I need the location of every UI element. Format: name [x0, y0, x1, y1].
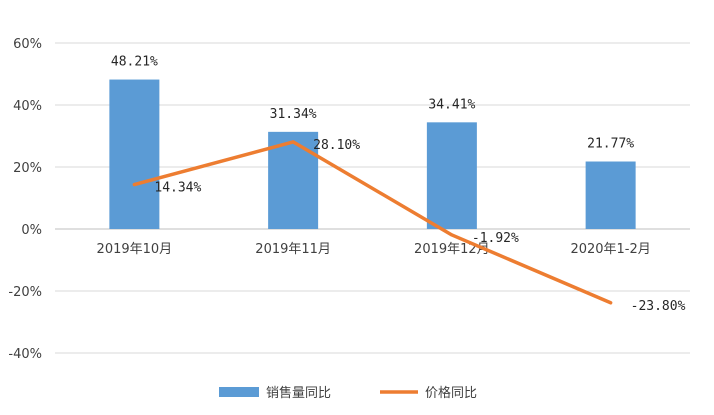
price-line	[132, 140, 613, 305]
x-tick-label: 2020年1-2月	[570, 242, 650, 257]
y-tick-label: -20%	[8, 285, 42, 300]
line-series	[132, 140, 613, 305]
line-value-label: -23.80%	[631, 299, 686, 314]
bar-value-label: 21.77%	[587, 137, 634, 152]
bar	[585, 161, 636, 229]
bar-value-label: 31.34%	[270, 107, 317, 122]
legend: 销售量同比 价格同比	[219, 385, 477, 401]
bar-value-label: 48.21%	[111, 55, 158, 70]
bar-data-labels: 48.21% 31.34% 34.41% 21.77%	[111, 55, 634, 152]
legend-label-line: 价格同比	[425, 385, 477, 401]
y-tick-label: 60%	[13, 37, 42, 52]
legend-label-bar: 销售量同比	[266, 385, 331, 401]
gridlines	[55, 42, 690, 354]
bar-value-label: 34.41%	[428, 97, 475, 112]
line-data-labels: 14.34% 28.10% -1.92% -23.80%	[154, 138, 685, 314]
line-value-label: 14.34%	[154, 181, 201, 196]
line-value-label: 28.10%	[313, 138, 360, 153]
x-tick-label: 2019年11月	[255, 242, 331, 257]
bar-series	[109, 79, 636, 229]
line-value-label: -1.92%	[472, 231, 519, 246]
x-tick-label: 2019年12月	[414, 242, 490, 257]
y-tick-label: 40%	[13, 99, 42, 114]
y-tick-label: 20%	[13, 161, 42, 176]
y-tick-label: -40%	[8, 347, 42, 362]
x-tick-label: 2019年10月	[97, 242, 173, 257]
y-tick-label: 0%	[21, 223, 42, 238]
legend-swatch-bar	[219, 387, 259, 397]
bar	[426, 122, 477, 229]
x-axis: 2019年10月 2019年11月 2019年12月 2020年1-2月	[97, 242, 651, 257]
bar	[109, 79, 160, 229]
y-axis: 60% 40% 20% 0% -20% -40%	[8, 37, 42, 362]
